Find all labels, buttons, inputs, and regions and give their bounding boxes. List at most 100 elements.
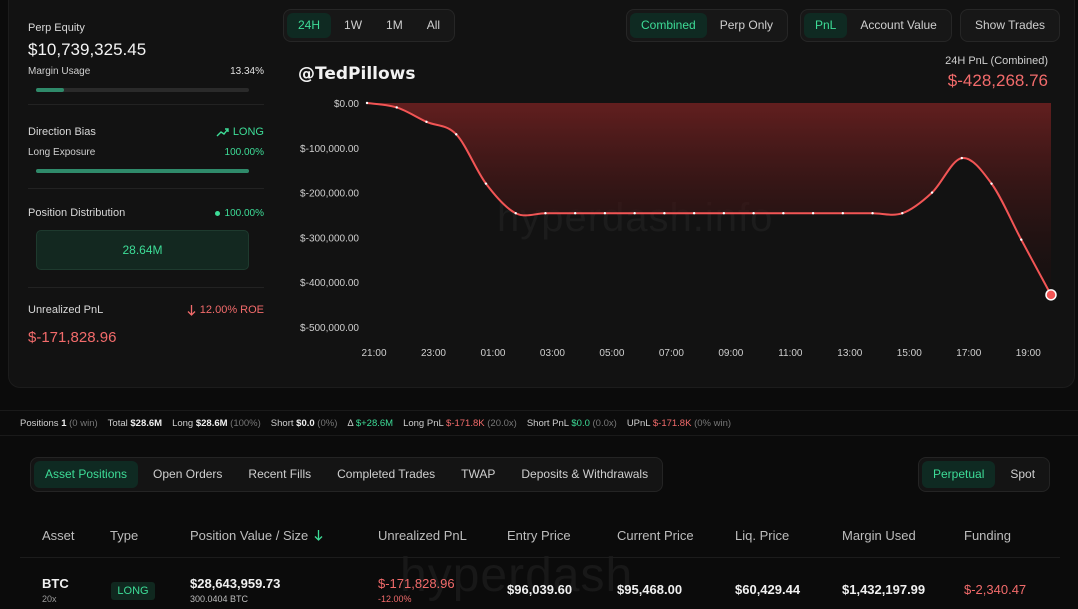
cell-position-size: 300.0404 BTC bbox=[190, 594, 249, 604]
col-position-value[interactable]: Position Value / Size bbox=[190, 528, 323, 543]
pnl-data-point bbox=[484, 182, 488, 185]
pnl-data-point bbox=[752, 212, 755, 215]
pnl-data-point bbox=[633, 212, 636, 215]
mode-selector: Combined Perp Only bbox=[626, 9, 789, 42]
pnl-title: 24H PnL (Combined) bbox=[945, 55, 1048, 67]
stat-long: Long $28.6M (100%) bbox=[172, 417, 261, 429]
cell-funding: $-2,340.47 bbox=[964, 582, 1027, 597]
cell-unrealized-pct: -12.00% bbox=[378, 594, 412, 604]
tab-deposits-withdrawals[interactable]: Deposits & Withdrawals bbox=[521, 467, 649, 481]
margin-usage-fill bbox=[36, 88, 65, 92]
x-tick-label: 13:00 bbox=[837, 348, 862, 359]
mode-combined[interactable]: Combined bbox=[630, 13, 707, 38]
pnl-data-point bbox=[990, 182, 993, 185]
stat-long-pnl: Long PnL $-171.8K (20.0x) bbox=[403, 417, 517, 429]
metric-pnl[interactable]: PnL bbox=[804, 13, 848, 38]
timeframe-1w[interactable]: 1W bbox=[344, 18, 363, 32]
timeframe-1m[interactable]: 1M bbox=[386, 18, 403, 32]
tab-spot[interactable]: Spot bbox=[1010, 467, 1036, 481]
pnl-data-point bbox=[871, 212, 874, 215]
stat-positions: Positions 1 (0 win) bbox=[20, 417, 98, 429]
cell-asset[interactable]: BTC bbox=[42, 576, 69, 591]
cell-current-price: $95,468.00 bbox=[617, 582, 683, 597]
sort-desc-icon bbox=[314, 530, 323, 541]
divider bbox=[28, 287, 264, 288]
timeframe-selector: 24H 1W 1M All bbox=[283, 9, 456, 42]
margin-usage-label: Margin Usage bbox=[28, 66, 91, 77]
mode-perp-only[interactable]: Perp Only bbox=[719, 18, 774, 32]
stat-short-pnl: Short PnL $0.0 (0.0x) bbox=[526, 417, 617, 429]
long-exposure-value: 100.00% bbox=[224, 147, 264, 158]
perp-equity-label: Perp Equity bbox=[28, 22, 85, 34]
pnl-data-point bbox=[573, 212, 577, 215]
tab-recent-fills[interactable]: Recent Fills bbox=[248, 467, 312, 481]
pnl-data-point bbox=[782, 212, 785, 215]
divider bbox=[28, 104, 264, 105]
table-divider bbox=[20, 557, 1060, 558]
x-tick-label: 21:00 bbox=[361, 348, 386, 359]
tab-open-orders[interactable]: Open Orders bbox=[153, 467, 223, 481]
pnl-current-point bbox=[1045, 289, 1057, 301]
perp-equity-value: $10,739,325.45 bbox=[28, 40, 147, 59]
long-exposure-fill bbox=[36, 169, 249, 173]
pnl-data-point bbox=[603, 212, 607, 215]
col-asset[interactable]: Asset bbox=[42, 528, 75, 543]
position-distribution-bar[interactable]: 28.64M bbox=[36, 230, 249, 270]
margin-usage-bar bbox=[36, 88, 249, 92]
tab-twap[interactable]: TWAP bbox=[461, 467, 496, 481]
col-entry-price[interactable]: Entry Price bbox=[507, 528, 571, 543]
cell-position-value: $28,643,959.73 bbox=[190, 576, 281, 591]
pnl-data-point bbox=[1020, 238, 1023, 241]
col-margin-used[interactable]: Margin Used bbox=[842, 528, 916, 543]
pnl-data-point bbox=[544, 212, 547, 215]
x-tick-label: 23:00 bbox=[421, 348, 446, 359]
pnl-data-point bbox=[930, 191, 934, 194]
x-tick-label: 17:00 bbox=[956, 348, 981, 359]
y-tick-label: $0.00 bbox=[334, 99, 359, 110]
x-tick-label: 05:00 bbox=[599, 348, 624, 359]
show-trades-button[interactable]: Show Trades bbox=[975, 18, 1046, 32]
cell-margin-used: $1,432,197.99 bbox=[842, 582, 926, 597]
stat-upnl: UPnL $-171.8K (0% win) bbox=[626, 417, 732, 429]
pnl-data-point bbox=[960, 156, 963, 160]
y-tick-label: $-400,000.00 bbox=[300, 278, 359, 289]
unrealized-roe: 12.00% ROE bbox=[199, 304, 264, 316]
pnl-data-point bbox=[841, 212, 845, 215]
x-tick-label: 03:00 bbox=[540, 348, 565, 359]
col-liq-price[interactable]: Liq. Price bbox=[735, 528, 790, 543]
positions-tabs: Asset Positions Open Orders Recent Fills… bbox=[30, 457, 664, 492]
pnl-line bbox=[366, 102, 1052, 296]
pnl-chart[interactable]: $0.00 $-100,000.00 $-200,000.00 $-300,000.0… bbox=[0, 0, 1078, 380]
timeframe-all[interactable]: All bbox=[426, 18, 441, 32]
cell-entry-price: $96,039.60 bbox=[507, 582, 573, 597]
market-type-tabs: Perpetual Spot bbox=[918, 457, 1051, 492]
position-distribution-value: 100.00% bbox=[224, 207, 264, 219]
unrealized-pnl-label: Unrealized PnL bbox=[28, 304, 104, 316]
y-tick-label: $-100,000.00 bbox=[300, 144, 359, 155]
account-handle: @TedPillows bbox=[298, 64, 416, 84]
perp-equity-section: Perp Equity $10,739,325.45 Margin Usage … bbox=[28, 22, 264, 77]
positions-stats-bar: Positions 1 (0 win) Total $28.6M Long $2… bbox=[0, 410, 1078, 436]
col-current-price[interactable]: Current Price bbox=[617, 528, 694, 543]
x-tick-label: 09:00 bbox=[718, 348, 743, 359]
x-tick-label: 19:00 bbox=[1016, 348, 1041, 359]
stat-short: Short $0.0 (0%) bbox=[270, 417, 338, 429]
direction-bias-section: Direction Bias LONG Long Exposure 100.00… bbox=[28, 126, 264, 158]
y-tick-label: $-300,000.00 bbox=[300, 233, 359, 244]
x-tick-label: 01:00 bbox=[480, 348, 505, 359]
long-exposure-label: Long Exposure bbox=[28, 147, 96, 158]
metric-account-value[interactable]: Account Value bbox=[860, 18, 937, 32]
tab-perpetual[interactable]: Perpetual bbox=[922, 461, 996, 488]
col-type[interactable]: Type bbox=[110, 528, 139, 543]
tab-asset-positions[interactable]: Asset Positions bbox=[34, 461, 139, 488]
margin-usage-value: 13.34% bbox=[230, 66, 264, 77]
show-trades-group: Show Trades bbox=[960, 9, 1061, 42]
col-unrealized-pnl[interactable]: Unrealized PnL bbox=[378, 528, 467, 543]
tab-completed-trades[interactable]: Completed Trades bbox=[337, 467, 436, 481]
pnl-data-point bbox=[365, 101, 369, 105]
pnl-value: $-428,268.76 bbox=[947, 71, 1048, 90]
position-distribution-section: Position Distribution 100.00% bbox=[28, 207, 264, 219]
col-funding[interactable]: Funding bbox=[964, 528, 1011, 543]
pnl-data-point bbox=[514, 212, 517, 215]
timeframe-24h[interactable]: 24H bbox=[287, 13, 332, 38]
